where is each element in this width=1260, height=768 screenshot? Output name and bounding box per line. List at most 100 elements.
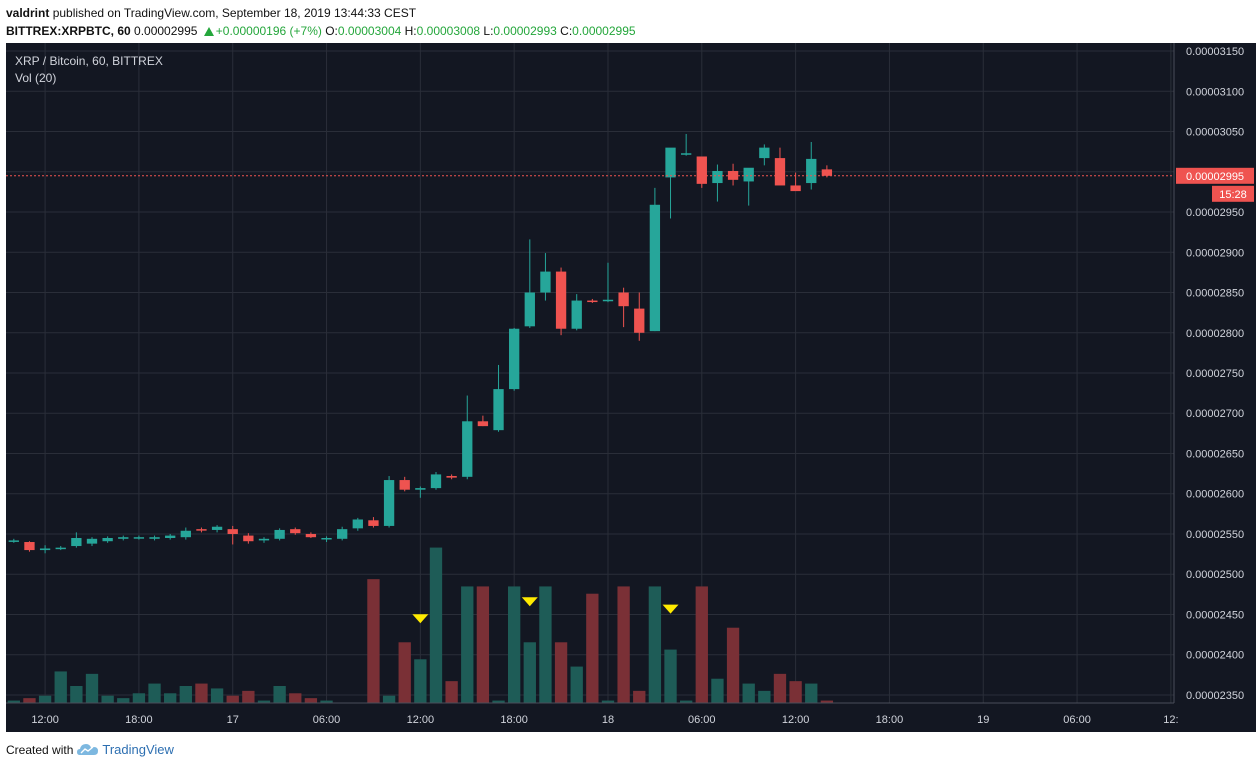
tradingview-logo[interactable]: TradingView bbox=[77, 742, 174, 757]
candle-body bbox=[305, 533, 317, 538]
candle bbox=[149, 535, 160, 541]
down-triangle-marker bbox=[521, 597, 538, 607]
time-axis-area[interactable] bbox=[6, 703, 1174, 732]
candle-body bbox=[602, 299, 614, 302]
candle bbox=[509, 327, 520, 391]
volume-bar bbox=[70, 686, 83, 703]
price-tick-label: 0.00002450 bbox=[1186, 609, 1244, 621]
candle-body bbox=[509, 328, 520, 390]
candle bbox=[86, 537, 98, 547]
publish-header: valdrint published on TradingView.com, S… bbox=[6, 4, 1256, 40]
candle-body bbox=[118, 537, 129, 539]
volume-bar bbox=[648, 586, 662, 703]
volume-bar bbox=[132, 693, 146, 703]
price-axis-area[interactable] bbox=[1174, 43, 1256, 703]
candle-body bbox=[634, 308, 645, 333]
candle bbox=[55, 546, 66, 551]
candle bbox=[337, 526, 348, 541]
candle bbox=[774, 147, 786, 186]
time-tick-label: 06:00 bbox=[1063, 714, 1091, 726]
candle-body bbox=[759, 147, 770, 159]
candle-body bbox=[415, 488, 426, 490]
candle-body bbox=[446, 476, 457, 478]
candle bbox=[133, 535, 145, 540]
candle-body bbox=[133, 537, 145, 539]
candle bbox=[602, 262, 614, 303]
price-chart[interactable]: XRP / Bitcoin, 60, BITTREX Vol (20) 0.00… bbox=[6, 43, 1256, 732]
candle bbox=[727, 163, 739, 186]
candle-body bbox=[618, 292, 629, 307]
signal-markers bbox=[412, 597, 679, 624]
candle bbox=[665, 147, 676, 219]
candle-body bbox=[712, 170, 723, 184]
candle-body bbox=[24, 542, 35, 551]
volume-bar bbox=[367, 579, 380, 703]
last-price-tag-text: 0.00002995 bbox=[1186, 171, 1244, 183]
candle-body bbox=[743, 167, 754, 182]
time-tick-label: 12:00 bbox=[782, 714, 810, 726]
candle-body bbox=[524, 292, 535, 327]
volume-bar bbox=[242, 690, 255, 703]
candle-body bbox=[55, 547, 66, 550]
candle-body bbox=[790, 185, 801, 192]
price-tick-label: 0.00003100 bbox=[1186, 86, 1244, 98]
candle bbox=[571, 294, 582, 331]
symbol-label: BITTREX:XRPBTC, 60 bbox=[6, 24, 131, 38]
created-with-text: Created with bbox=[6, 742, 74, 757]
last-price: 0.00002995 bbox=[134, 24, 198, 38]
volume-bar bbox=[414, 659, 427, 703]
candle bbox=[430, 472, 442, 490]
volume-bar bbox=[195, 683, 208, 703]
chart-title: XRP / Bitcoin, 60, BITTREX bbox=[15, 54, 163, 68]
candle bbox=[24, 541, 35, 552]
volume-bar bbox=[492, 700, 505, 703]
volume-bar bbox=[226, 695, 239, 703]
publish-info: valdrint published on TradingView.com, S… bbox=[6, 6, 416, 20]
volume-bar bbox=[210, 688, 224, 703]
low-label: L: bbox=[483, 24, 494, 38]
time-tick-label: 12:00 bbox=[407, 714, 435, 726]
up-arrow-icon bbox=[203, 27, 214, 36]
price-tick-label: 0.00002500 bbox=[1186, 569, 1244, 581]
candle bbox=[696, 156, 707, 188]
candle-body bbox=[258, 538, 270, 541]
tradingview-cloud-icon bbox=[77, 744, 99, 755]
candle bbox=[415, 486, 426, 498]
price-tick-label: 0.00002350 bbox=[1186, 690, 1244, 702]
time-tick-label: 18 bbox=[602, 714, 614, 726]
close-label: C: bbox=[560, 24, 573, 38]
candle-body bbox=[462, 421, 473, 477]
candle-body bbox=[149, 537, 160, 539]
price-tick-label: 0.00002800 bbox=[1186, 328, 1244, 340]
down-triangle-marker bbox=[412, 614, 429, 624]
candle bbox=[227, 525, 238, 545]
symbol-info-line: BITTREX:XRPBTC, 60 0.00002995 +0.0000019… bbox=[6, 24, 636, 38]
price-tick-label: 0.00002550 bbox=[1186, 529, 1244, 541]
volume-bar bbox=[820, 700, 834, 703]
last-price-tag: 0.00002995 15:28 bbox=[1176, 167, 1254, 202]
time-tick-label: 06:00 bbox=[688, 714, 716, 726]
volume-bar bbox=[101, 695, 114, 703]
candle bbox=[477, 415, 489, 427]
time-axis-ticks: 12:00 18:00 17 06:00 12:00 18:00 18 06:00 12:00 1… bbox=[31, 714, 1178, 726]
volume-bar bbox=[570, 666, 583, 703]
high-value: 0.00003008 bbox=[416, 24, 481, 38]
candle bbox=[8, 538, 19, 543]
footer: Created with TradingView bbox=[6, 742, 174, 757]
candle-body bbox=[587, 300, 598, 303]
high-label: H: bbox=[404, 24, 417, 38]
price-tick-label: 0.00002400 bbox=[1186, 650, 1244, 662]
candle-body bbox=[821, 169, 833, 176]
author-name[interactable]: valdrint bbox=[6, 6, 50, 20]
volume-bar bbox=[758, 690, 771, 703]
open-value: 0.00003004 bbox=[337, 24, 402, 38]
candle bbox=[321, 536, 332, 543]
price-tick-label: 0.00002950 bbox=[1186, 207, 1244, 219]
candle bbox=[759, 144, 770, 166]
volume-bars bbox=[7, 547, 834, 704]
candle-body bbox=[493, 389, 504, 431]
tradingview-brand: TradingView bbox=[102, 742, 174, 757]
volume-bar bbox=[7, 700, 20, 703]
volume-bar bbox=[523, 642, 536, 703]
candle bbox=[290, 527, 301, 535]
